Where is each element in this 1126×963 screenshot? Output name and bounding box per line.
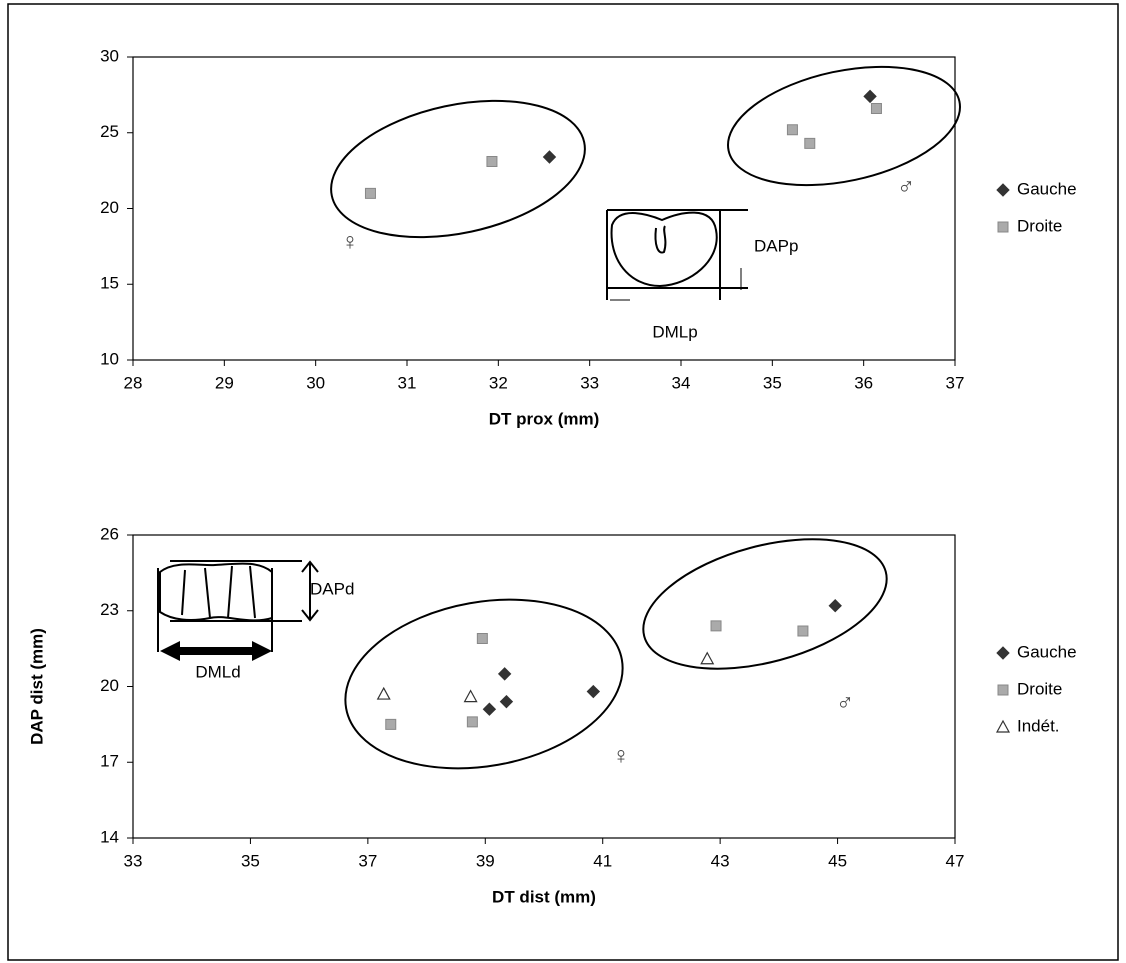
y-tick-label: 10 <box>100 349 119 368</box>
y-tick-label: 30 <box>100 46 119 65</box>
annotation: ♂ <box>897 173 915 200</box>
frame <box>7 3 1119 961</box>
x-tick-label: 33 <box>580 373 599 392</box>
legend-marker <box>997 684 1009 696</box>
x-tick-label: 41 <box>593 851 612 870</box>
y-tick-label: 14 <box>100 827 119 846</box>
data-point <box>385 718 397 730</box>
y-tick-label: 20 <box>100 676 119 695</box>
cluster-ellipse <box>642 538 888 670</box>
cluster-ellipse <box>330 99 586 239</box>
data-point <box>870 103 882 115</box>
x-tick-label: 29 <box>215 373 234 392</box>
x-tick-label: 28 <box>124 373 143 392</box>
y-tick-label: 26 <box>100 524 119 543</box>
y-tick-label: 23 <box>100 600 119 619</box>
annotation: DMLp <box>652 322 697 341</box>
cluster-ellipse <box>727 65 961 187</box>
y-tick-label: 17 <box>100 752 119 771</box>
legend-marker <box>995 719 1011 733</box>
plot-area <box>132 534 956 839</box>
x-tick-label: 30 <box>306 373 325 392</box>
data-point <box>786 124 798 136</box>
annotation: ♂ <box>836 689 854 716</box>
data-point <box>828 598 842 613</box>
annotation: DAPd <box>310 579 354 598</box>
legend-label: Droite <box>1017 216 1062 235</box>
x-tick-label: 32 <box>489 373 508 392</box>
legend-label: Indét. <box>1017 716 1060 735</box>
x-tick-label: 35 <box>241 851 260 870</box>
legend-label: Gauche <box>1017 642 1077 661</box>
annotation: ♀ <box>612 742 630 769</box>
data-point <box>482 702 497 716</box>
data-point <box>700 651 715 665</box>
legend-label: Droite <box>1017 679 1062 698</box>
x-tick-label: 43 <box>711 851 730 870</box>
x-tick-label: 39 <box>476 851 495 870</box>
x-tick-label: 35 <box>763 373 782 392</box>
y-tick-label: 25 <box>100 122 119 141</box>
x-tick-label: 36 <box>854 373 873 392</box>
data-point <box>463 689 478 703</box>
x-axis-title: DT dist (mm) <box>492 887 596 906</box>
y-tick-label: 20 <box>100 198 119 217</box>
data-point <box>863 89 877 104</box>
data-point <box>499 694 514 709</box>
x-tick-label: 37 <box>946 373 965 392</box>
cluster-ellipse <box>344 598 624 770</box>
annotation: DMLd <box>195 662 240 681</box>
data-point <box>586 684 601 699</box>
data-point <box>376 686 391 700</box>
data-point <box>466 716 478 728</box>
legend-marker <box>997 221 1009 233</box>
data-point <box>542 150 557 164</box>
annotation: ♀ <box>341 228 359 255</box>
x-tick-label: 34 <box>672 373 691 392</box>
x-tick-label: 47 <box>946 851 965 870</box>
inset-distal <box>157 560 319 661</box>
legend-label: Gauche <box>1017 179 1077 198</box>
data-point <box>486 156 498 168</box>
x-tick-label: 33 <box>124 851 143 870</box>
plot-area <box>132 56 956 361</box>
legend-marker <box>996 646 1010 660</box>
x-tick-label: 37 <box>358 851 377 870</box>
x-axis-title: DT prox (mm) <box>489 409 600 428</box>
data-point <box>364 187 376 199</box>
data-point <box>476 633 488 645</box>
inset-proximal <box>606 209 748 301</box>
x-tick-label: 31 <box>398 373 417 392</box>
data-point <box>804 137 816 149</box>
y-axis-title: DAP dist (mm) <box>27 628 46 745</box>
legend-marker <box>996 183 1010 197</box>
x-tick-label: 45 <box>828 851 847 870</box>
y-tick-label: 15 <box>100 274 119 293</box>
data-point <box>497 667 512 681</box>
annotation: DAPp <box>754 236 798 255</box>
data-point <box>797 625 809 637</box>
data-point <box>710 620 722 632</box>
